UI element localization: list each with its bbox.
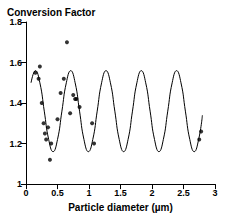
svg-text:Particle diameter (µm): Particle diameter (µm)	[68, 202, 173, 213]
svg-text:1.5: 1.5	[114, 188, 127, 198]
svg-text:1.2: 1.2	[9, 139, 22, 149]
svg-text:2.5: 2.5	[177, 188, 190, 198]
svg-text:1.4: 1.4	[9, 98, 22, 108]
svg-text:1: 1	[17, 179, 22, 189]
svg-text:Conversion Factor: Conversion Factor	[7, 7, 95, 18]
svg-text:0.5: 0.5	[51, 188, 64, 198]
svg-text:3: 3	[212, 188, 217, 198]
svg-text:2: 2	[149, 188, 154, 198]
svg-text:0: 0	[23, 188, 28, 198]
svg-text:1.6: 1.6	[9, 58, 22, 68]
svg-text:1: 1	[86, 188, 91, 198]
svg-text:1.8: 1.8	[9, 17, 22, 27]
